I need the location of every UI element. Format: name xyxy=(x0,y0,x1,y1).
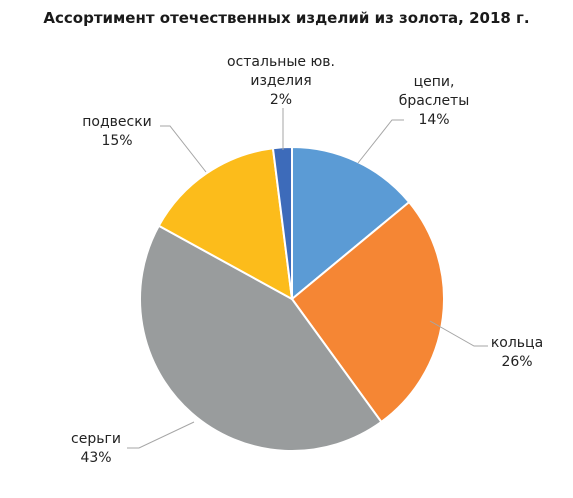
slices-layer xyxy=(139,146,445,452)
slice-category-label: цепи, xyxy=(414,74,455,90)
slice-value-label: 43% xyxy=(80,450,111,466)
pie-slice xyxy=(291,201,445,423)
slice-value-label: 2% xyxy=(270,92,292,108)
slice-category-label: браслеты xyxy=(399,93,470,109)
leaders-layer xyxy=(127,108,488,449)
slice-category-label: изделия xyxy=(250,73,311,89)
pie-slice xyxy=(271,146,293,300)
slice-category-label: остальные юв. xyxy=(227,54,335,70)
leader-line xyxy=(357,119,404,164)
leader-line xyxy=(160,125,207,173)
slice-value-label: 15% xyxy=(101,133,132,149)
slice-category-label: подвески xyxy=(82,114,152,130)
slice-category-label: серьги xyxy=(71,431,121,447)
labels-layer: цепи, браслеты 14% кольца 26% серьги 43% подвес… xyxy=(71,54,543,466)
pie-slice xyxy=(291,146,411,300)
slice-category-label: кольца xyxy=(491,335,543,351)
chart-title: Ассортимент отечественных изделий из зол… xyxy=(43,9,530,27)
leader-line xyxy=(127,421,195,449)
slice-value-label: 14% xyxy=(418,112,449,128)
pie-slice xyxy=(157,147,293,300)
leader-line xyxy=(429,320,488,347)
pie-slice xyxy=(139,224,383,452)
slice-value-label: 26% xyxy=(501,354,532,370)
